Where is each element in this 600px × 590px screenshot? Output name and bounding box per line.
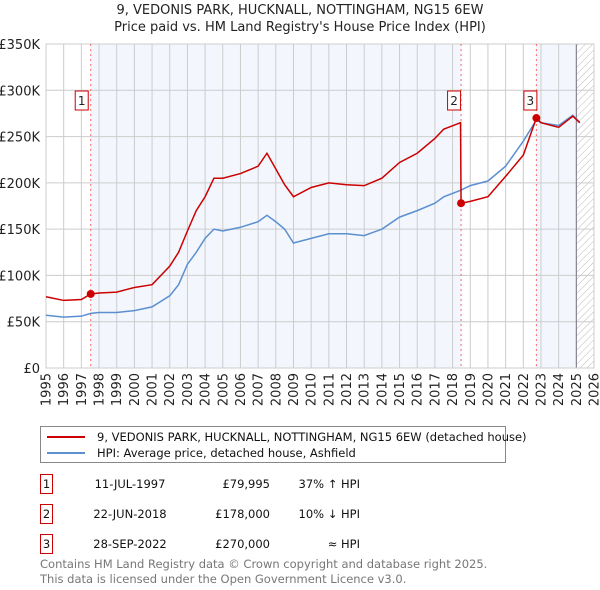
x-tick-label: 2009 bbox=[287, 373, 302, 406]
ownership-band bbox=[536, 44, 577, 368]
x-tick-label: 1999 bbox=[110, 373, 125, 406]
y-tick-label: £50K bbox=[7, 316, 41, 331]
x-tick-label: 1998 bbox=[93, 373, 108, 406]
sale-number: 1 bbox=[40, 474, 53, 494]
sale-number: 2 bbox=[40, 504, 53, 524]
x-tick-label: 2014 bbox=[375, 373, 390, 406]
y-tick-label: £300K bbox=[0, 84, 40, 99]
chart-subtitle: Price paid vs. HM Land Registry's House … bbox=[114, 20, 486, 35]
x-tick-label: 2005 bbox=[216, 373, 231, 406]
x-tick-label: 1996 bbox=[57, 373, 72, 406]
x-tick-label: 2003 bbox=[181, 373, 196, 406]
x-tick-label: 2008 bbox=[269, 373, 284, 406]
x-tick-label: 2012 bbox=[340, 373, 355, 406]
x-tick-label: 2007 bbox=[252, 373, 267, 406]
legend-label: HPI: Average price, detached house, Ashf… bbox=[97, 446, 356, 460]
y-tick-label: £350K bbox=[0, 38, 40, 53]
sale-point bbox=[86, 289, 95, 298]
x-tick-label: 2018 bbox=[446, 373, 461, 406]
x-tick-label: 2004 bbox=[199, 373, 214, 406]
legend-swatch-blue bbox=[47, 452, 85, 454]
x-tick-label: 2025 bbox=[570, 373, 585, 406]
x-tick-label: 2000 bbox=[128, 373, 143, 406]
y-tick-label: £200K bbox=[0, 177, 40, 192]
forecast-hatch bbox=[576, 44, 594, 368]
x-tick-label: 2023 bbox=[534, 373, 549, 406]
x-tick-label: 2020 bbox=[481, 373, 496, 406]
sale-date: 11-JUL-1997 bbox=[94, 477, 166, 491]
sale-label: 1 bbox=[78, 94, 86, 108]
price-chart: 1995 1996 1997 1998 1999 2000 2001 2002 2003 2004… bbox=[0, 38, 600, 406]
sale-hpi-diff: 37% ↑ HPI bbox=[298, 477, 360, 491]
legend-swatch-red bbox=[47, 436, 85, 438]
x-tick-label: 2024 bbox=[552, 373, 567, 406]
plot-frame bbox=[45, 43, 595, 369]
sale-number: 3 bbox=[40, 534, 53, 554]
footer-line: This data is licensed under the Open Gov… bbox=[40, 572, 407, 586]
sale-date: 22-JUN-2018 bbox=[93, 507, 167, 521]
sale-point bbox=[457, 199, 466, 208]
sale-label: 3 bbox=[527, 94, 535, 108]
y-tick-label: £0 bbox=[23, 362, 40, 377]
x-tick-label: 2022 bbox=[517, 373, 532, 406]
legend: 9, VEDONIS PARK, HUCKNALL, NOTTINGHAM, N… bbox=[40, 426, 527, 463]
sale-price: £178,000 bbox=[215, 507, 270, 521]
x-tick-label: 2015 bbox=[393, 373, 408, 406]
x-tick-label: 2001 bbox=[146, 373, 161, 406]
x-tick-label: 2019 bbox=[464, 373, 479, 406]
sale-price: £79,995 bbox=[222, 477, 270, 491]
sale-price: £270,000 bbox=[215, 537, 270, 551]
sale-label-box bbox=[447, 90, 462, 111]
sale-label-box bbox=[523, 90, 538, 111]
x-tick-label: 2013 bbox=[358, 373, 373, 406]
x-tick-label: 2026 bbox=[588, 373, 600, 406]
y-tick-label: £250K bbox=[0, 131, 40, 146]
x-tick-label: 1995 bbox=[40, 373, 55, 406]
x-tick-label: 2002 bbox=[163, 373, 178, 406]
sale-hpi-diff: ≈ HPI bbox=[327, 537, 360, 551]
y-tick-label: £150K bbox=[0, 223, 40, 238]
sale-label: 2 bbox=[450, 94, 458, 108]
sale-date: 28-SEP-2022 bbox=[93, 537, 167, 551]
y-tick-label: £100K bbox=[0, 269, 40, 284]
chart-title: 9, VEDONIS PARK, HUCKNALL, NOTTINGHAM, N… bbox=[116, 3, 484, 18]
x-tick-label: 2017 bbox=[428, 373, 443, 406]
x-tick-label: 2011 bbox=[322, 373, 337, 406]
x-tick-label: 2021 bbox=[499, 373, 514, 406]
hpi-line bbox=[45, 114, 581, 318]
x-tick-label: 2006 bbox=[234, 373, 249, 406]
x-tick-label: 2016 bbox=[411, 373, 426, 406]
x-tick-label: 1997 bbox=[75, 373, 90, 406]
footer-line: Contains HM Land Registry data © Crown c… bbox=[40, 557, 488, 571]
x-tick-label: 2010 bbox=[305, 373, 320, 406]
legend-label: 9, VEDONIS PARK, HUCKNALL, NOTTINGHAM, N… bbox=[97, 430, 527, 444]
sale-point bbox=[532, 114, 541, 123]
price-paid-line bbox=[45, 115, 581, 302]
sale-hpi-diff: 10% ↓ HPI bbox=[298, 507, 360, 521]
sale-label-box bbox=[74, 90, 89, 111]
